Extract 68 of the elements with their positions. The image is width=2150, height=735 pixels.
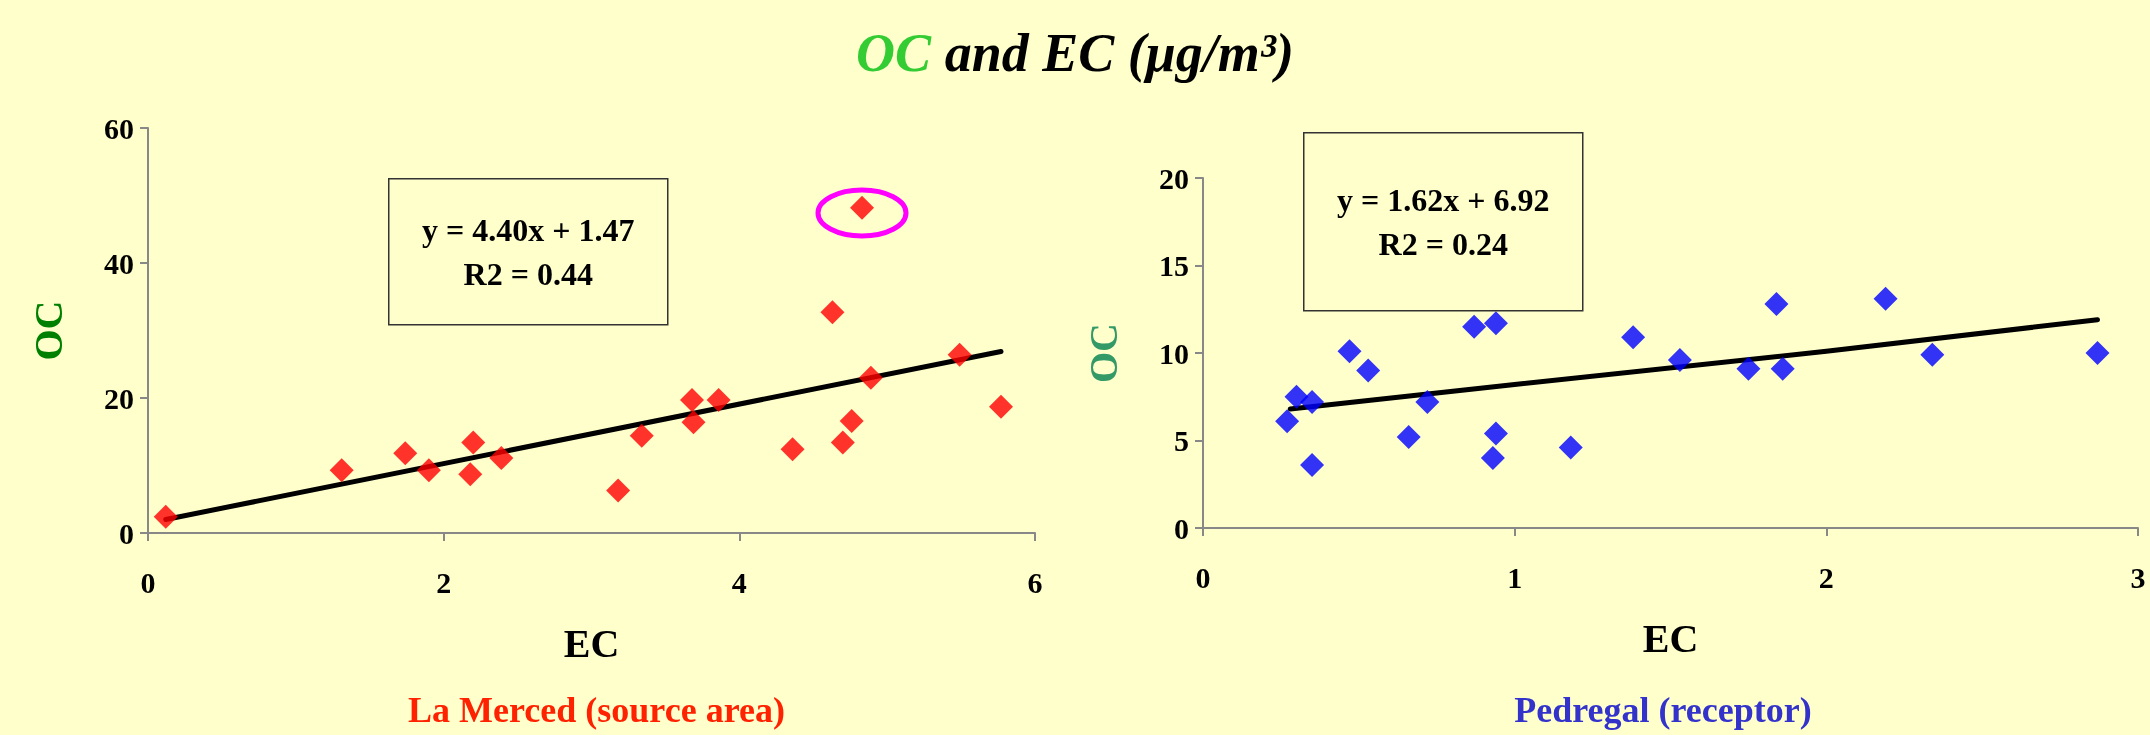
- x-axis-title: EC: [1642, 615, 1699, 661]
- point: [1462, 314, 1487, 339]
- point: [1284, 384, 1309, 409]
- point: [1275, 409, 1300, 434]
- point: [1300, 453, 1325, 477]
- x-tick-label: 6: [1027, 565, 1043, 599]
- point: [1300, 390, 1325, 414]
- point: [989, 394, 1013, 419]
- point: [947, 342, 972, 367]
- y-axis-title: OC: [1080, 323, 1126, 383]
- point: [153, 504, 178, 529]
- point: [1337, 339, 1362, 364]
- point: [1667, 348, 1692, 372]
- y-tick-label: 60: [104, 111, 134, 145]
- x-tick-label: 2: [1818, 560, 1834, 594]
- point: [1483, 421, 1508, 446]
- point: [461, 430, 486, 455]
- annotation: y = 4.40x + 1.47: [422, 211, 635, 248]
- text: Pedregal (receptor): [1514, 690, 1812, 730]
- point: [1770, 356, 1795, 381]
- x-tick-label: 1: [1507, 560, 1523, 594]
- point: [830, 430, 855, 455]
- point: [416, 458, 441, 483]
- point: [1920, 342, 1945, 367]
- x-tick-label: 0: [140, 565, 156, 599]
- point: [681, 410, 706, 435]
- point: [1873, 286, 1898, 311]
- point: [2085, 341, 2110, 365]
- point: [820, 300, 845, 325]
- x-tick-label: 4: [731, 565, 747, 599]
- x-tick-label: 2: [436, 565, 452, 599]
- y-tick-label: 0: [1174, 511, 1189, 545]
- point: [1558, 435, 1583, 460]
- y-tick-label: 10: [1159, 336, 1189, 370]
- x-tick-label: 3: [2130, 560, 2146, 594]
- y-tick-label: 20: [1159, 161, 1189, 195]
- y-tick-label: 0: [119, 516, 134, 550]
- annotation: y = 1.62x + 6.92: [1337, 181, 1550, 218]
- y-tick-label: 40: [104, 246, 134, 280]
- y-tick-label: 5: [1174, 424, 1189, 457]
- text: La Merced (source area): [408, 690, 785, 730]
- point: [1736, 356, 1761, 381]
- point: [680, 388, 705, 413]
- y-tick-label: 15: [1159, 249, 1189, 282]
- annotation: R2 = 0.44: [463, 255, 593, 292]
- point: [1764, 292, 1789, 316]
- chart-title: OC and EC (μg/m³): [855, 22, 1295, 84]
- point: [393, 441, 418, 466]
- point: [458, 462, 483, 487]
- point: [606, 478, 631, 503]
- point: [329, 458, 354, 483]
- point: [1621, 325, 1646, 350]
- point: [706, 388, 731, 413]
- point: [1396, 425, 1421, 449]
- point: [629, 423, 654, 448]
- point: [1483, 311, 1508, 336]
- point: [780, 437, 805, 462]
- x-tick-label: 0: [1195, 560, 1211, 594]
- point: [1480, 446, 1505, 470]
- y-axis-title: OC: [25, 300, 71, 361]
- point: [839, 408, 864, 433]
- x-axis-title: EC: [563, 620, 620, 666]
- point: [489, 446, 514, 471]
- point: [858, 365, 883, 390]
- y-tick-label: 20: [104, 381, 134, 415]
- point: [1356, 358, 1381, 383]
- annotation: R2 = 0.24: [1378, 225, 1508, 262]
- point: [1415, 390, 1440, 414]
